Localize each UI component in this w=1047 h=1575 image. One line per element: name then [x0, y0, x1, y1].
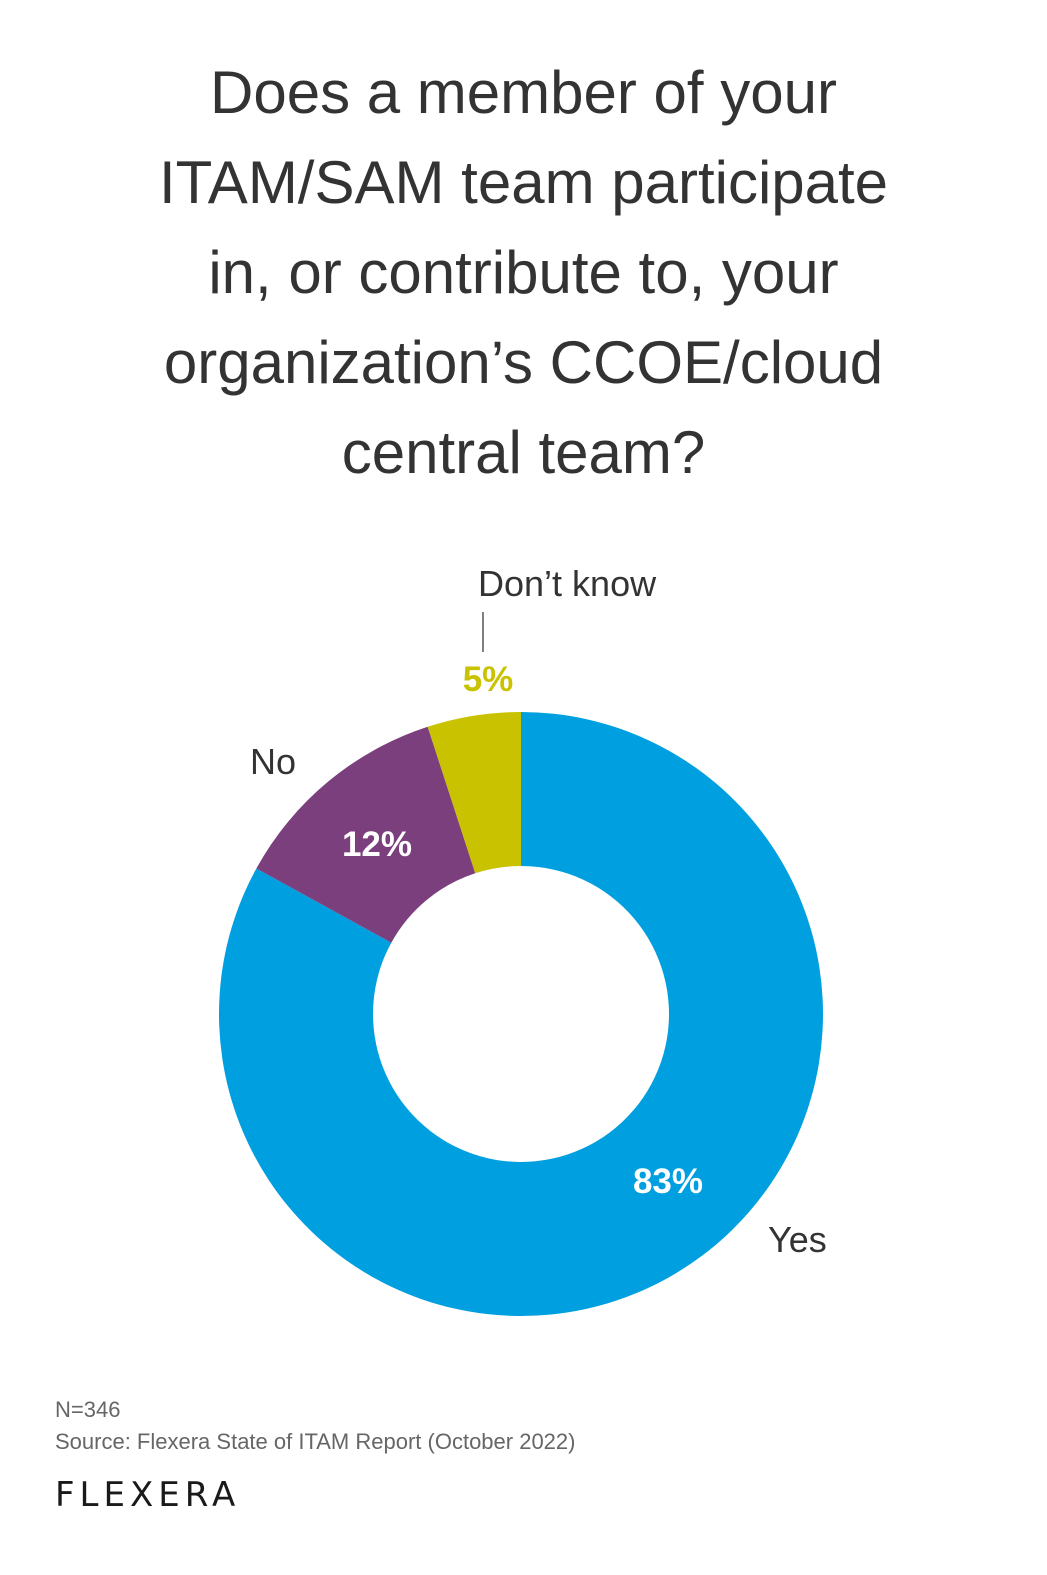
- slice-no: [256, 726, 476, 943]
- category-label-yes: Yes: [768, 1219, 827, 1260]
- slice-dont-know: [427, 712, 521, 874]
- value-label-no: 12%: [342, 825, 412, 864]
- category-label-no: No: [250, 741, 296, 782]
- flexera-logo: FLEXERA: [55, 1475, 241, 1515]
- value-label-dont-know: 5%: [463, 660, 514, 699]
- chart-footer: N=346 Source: Flexera State of ITAM Repo…: [55, 1394, 575, 1458]
- sample-size: N=346: [55, 1397, 121, 1422]
- chart-title: Does a member of your ITAM/SAM team part…: [60, 48, 987, 498]
- slice-yes: [218, 712, 823, 1317]
- title-line: central team?: [341, 419, 706, 486]
- title-line: Does a member of your: [210, 59, 837, 126]
- title-line: organization’s CCOE/cloud: [163, 329, 884, 396]
- value-label-yes: 83%: [633, 1162, 703, 1201]
- source-note: Source: Flexera State of ITAM Report (Oc…: [55, 1429, 576, 1454]
- title-line: ITAM/SAM team participate: [158, 149, 889, 216]
- title-line: in, or contribute to, your: [208, 239, 839, 306]
- category-label-dont-know: Don’t know: [478, 563, 657, 604]
